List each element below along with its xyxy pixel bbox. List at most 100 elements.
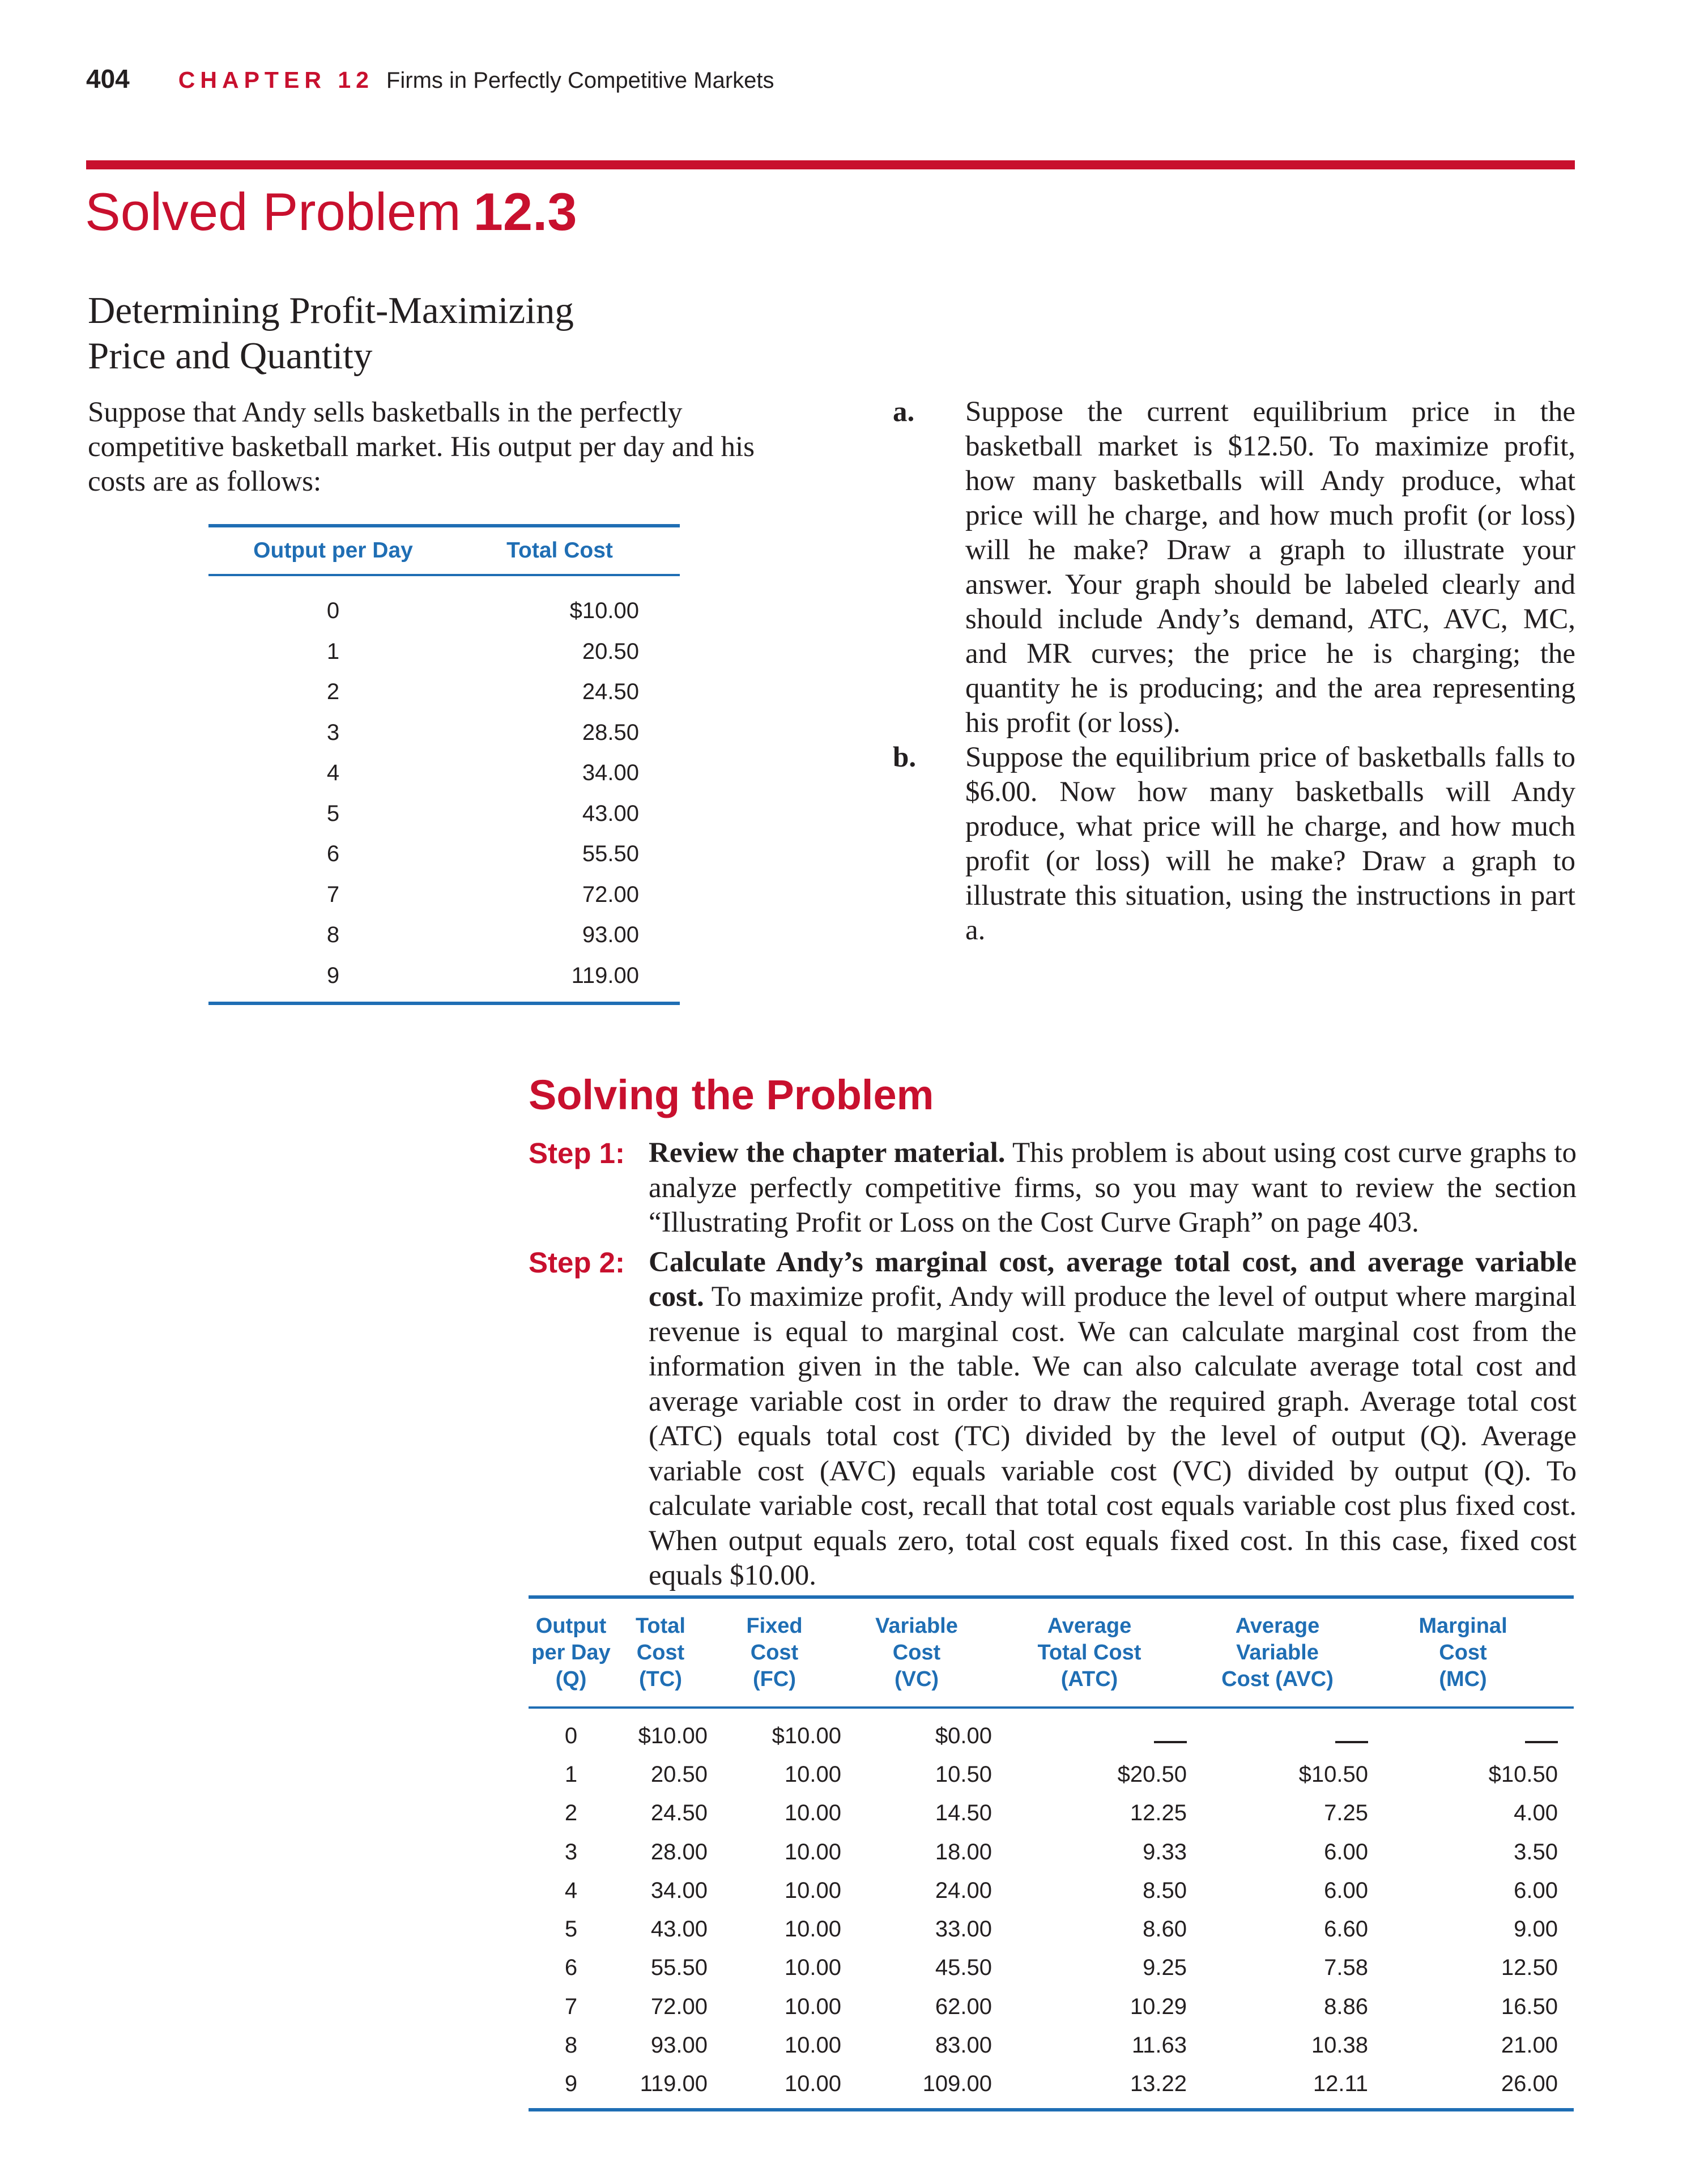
column-header-line: Average bbox=[1235, 1613, 1320, 1638]
column-header-line: Marginal bbox=[1419, 1613, 1507, 1638]
table-row: 3 28.00 10.00 18.00 9.33 6.00 3.50 bbox=[529, 1833, 1574, 1871]
cell-output: 9 bbox=[326, 963, 340, 988]
column-header-line: Average bbox=[1047, 1613, 1132, 1638]
step-2-lead: Calculate Andy’s marginal cost, average … bbox=[649, 1246, 1577, 1313]
cell-marginal-cost: 6.00 bbox=[1514, 1878, 1558, 1903]
cell-average-total-cost: 9.33 bbox=[1143, 1839, 1187, 1864]
cell-output: 7 bbox=[564, 1994, 578, 2019]
column-header-variable-cost: Variable Cost (VC) bbox=[841, 1613, 992, 1693]
cell-average-variable-cost: 8.86 bbox=[1324, 1994, 1368, 2019]
table-row: 7 72.00 bbox=[208, 875, 680, 916]
cell-output: 6 bbox=[564, 1955, 578, 1981]
cell-average-total-cost: 8.50 bbox=[1143, 1878, 1187, 1903]
running-header: 404 CHAPTER 12 Firms in Perfectly Compet… bbox=[86, 63, 774, 103]
cell-output: 5 bbox=[564, 1917, 578, 1942]
big-table-top-rule bbox=[529, 1595, 1574, 1599]
table-row: 4 34.00 10.00 24.00 8.50 6.00 6.00 bbox=[529, 1871, 1574, 1910]
cell-total-cost: $10.00 bbox=[569, 598, 639, 624]
page-number: 404 bbox=[86, 64, 130, 93]
column-header-line: Total bbox=[636, 1613, 685, 1638]
cell-total-cost: $10.00 bbox=[638, 1723, 708, 1748]
cell-output: 8 bbox=[326, 922, 340, 948]
column-header-output: Output per Day bbox=[253, 538, 413, 563]
question-b-text: Suppose the equilibrium price of basketb… bbox=[965, 742, 1575, 946]
column-header-marginal-cost: Marginal Cost (MC) bbox=[1368, 1613, 1558, 1693]
cell-marginal-cost: 9.00 bbox=[1514, 1917, 1558, 1942]
cell-total-cost: 119.00 bbox=[640, 2071, 708, 2097]
cell-output: 1 bbox=[564, 1761, 578, 1787]
cell-average-variable-cost: $10.50 bbox=[1298, 1761, 1368, 1787]
table-row: 9 119.00 10.00 109.00 13.22 12.11 26.00 bbox=[529, 2065, 1574, 2104]
column-header-line: Cost bbox=[750, 1640, 799, 1664]
cell-total-cost: 34.00 bbox=[650, 1878, 708, 1903]
column-header-line: Cost (AVC) bbox=[1221, 1667, 1334, 1691]
big-table-bottom-rule bbox=[529, 2108, 1574, 2111]
table-row: 4 34.00 bbox=[208, 753, 680, 794]
intro-paragraph: Suppose that Andy sells basketballs in t… bbox=[88, 397, 755, 497]
cell-average-total-cost: 10.29 bbox=[1130, 1994, 1187, 2019]
cell-average-total-cost: 11.63 bbox=[1131, 2033, 1187, 2058]
dash-placeholder bbox=[1335, 1729, 1368, 1743]
cell-output: 0 bbox=[326, 598, 340, 624]
step-1: Step 1: Review the chapter material. Thi… bbox=[529, 1136, 1577, 1241]
cell-total-cost: 20.50 bbox=[582, 638, 639, 664]
cell-variable-cost: 14.50 bbox=[935, 1800, 992, 1826]
cell-fixed-cost: 10.00 bbox=[784, 2071, 841, 2097]
column-header-line: (ATC) bbox=[1060, 1667, 1118, 1691]
table-header-row: Output per Day Total Cost bbox=[208, 527, 680, 574]
cell-total-cost: 24.50 bbox=[650, 1800, 708, 1826]
cell-fixed-cost: 10.00 bbox=[784, 1878, 841, 1903]
cell-total-cost: 43.00 bbox=[650, 1917, 708, 1942]
column-header-fixed-cost: Fixed Cost (FC) bbox=[708, 1613, 841, 1693]
cell-variable-cost: 45.50 bbox=[935, 1955, 992, 1981]
dash-placeholder bbox=[1154, 1729, 1187, 1743]
cell-total-cost: 24.50 bbox=[582, 679, 639, 705]
column-header-line: Total Cost bbox=[1037, 1640, 1141, 1664]
problem-heading: Solved Problem 12.3 bbox=[85, 181, 577, 242]
solving-heading: Solving the Problem bbox=[529, 1071, 934, 1118]
column-header-total-cost: Total Cost (TC) bbox=[614, 1613, 708, 1693]
cell-output: 7 bbox=[326, 882, 340, 907]
cell-average-variable-cost: 7.58 bbox=[1324, 1955, 1368, 1981]
cell-average-variable-cost: 6.60 bbox=[1324, 1917, 1368, 1942]
cell-output: 3 bbox=[326, 720, 340, 745]
step-1-text: This problem is about using cost curve g… bbox=[649, 1137, 1577, 1238]
cell-total-cost: 55.50 bbox=[582, 841, 639, 867]
cell-fixed-cost: 10.00 bbox=[784, 1955, 841, 1981]
column-header-line: (FC) bbox=[753, 1667, 796, 1691]
cell-fixed-cost: $10.00 bbox=[772, 1723, 841, 1748]
table-row: 5 43.00 bbox=[208, 794, 680, 835]
column-header-line: Cost bbox=[892, 1640, 941, 1664]
question-a-letter: a. bbox=[893, 396, 915, 428]
column-header-line: (VC) bbox=[894, 1667, 939, 1691]
cell-variable-cost: 10.50 bbox=[935, 1761, 992, 1787]
cell-average-total-cost: 9.25 bbox=[1143, 1955, 1187, 1981]
cell-marginal-cost: 12.50 bbox=[1501, 1955, 1558, 1981]
cell-fixed-cost: 10.00 bbox=[784, 2033, 841, 2058]
cell-average-total-cost: 12.25 bbox=[1130, 1800, 1187, 1826]
cell-variable-cost: 33.00 bbox=[935, 1917, 992, 1942]
column-header-line: per Day bbox=[531, 1640, 611, 1664]
table-row: 3 28.50 bbox=[208, 713, 680, 753]
output-cost-table: Output per Day Total Cost 0 $10.00 1 20.50 2… bbox=[208, 524, 680, 1005]
cell-total-cost: 43.00 bbox=[582, 801, 639, 826]
table-row: 2 24.50 10.00 14.50 12.25 7.25 4.00 bbox=[529, 1794, 1574, 1833]
cell-variable-cost: 109.00 bbox=[922, 2071, 992, 2097]
cell-marginal-cost: 21.00 bbox=[1501, 2033, 1558, 2058]
column-header-line: Cost bbox=[636, 1640, 685, 1664]
cell-marginal-cost: 3.50 bbox=[1514, 1839, 1558, 1864]
table-row: 1 20.50 10.00 10.50 $20.50 $10.50 $10.50 bbox=[529, 1755, 1574, 1794]
column-header-average-total-cost: Average Total Cost (ATC) bbox=[992, 1613, 1187, 1693]
cell-output: 9 bbox=[564, 2071, 578, 2097]
cell-variable-cost: 18.00 bbox=[935, 1839, 992, 1864]
cell-total-cost: 72.00 bbox=[650, 1994, 708, 2019]
cell-total-cost: 34.00 bbox=[582, 760, 639, 786]
step-1-lead: Review the chapter material. bbox=[649, 1137, 1006, 1169]
chapter-label: CHAPTER 12 bbox=[178, 67, 374, 93]
cell-average-total-cost: $20.50 bbox=[1117, 1761, 1187, 1787]
cell-output: 8 bbox=[564, 2033, 578, 2058]
column-header-line: Output bbox=[535, 1613, 607, 1638]
cell-average-total-cost bbox=[992, 1723, 1187, 1749]
column-header-line: Cost bbox=[1439, 1640, 1487, 1664]
cell-total-cost: 93.00 bbox=[650, 2033, 708, 2058]
